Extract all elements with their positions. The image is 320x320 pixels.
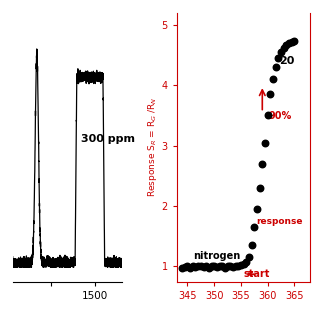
Text: 90%: 90% xyxy=(269,110,292,121)
Point xyxy=(284,42,289,47)
Point xyxy=(257,185,262,190)
Point xyxy=(249,243,254,248)
Point xyxy=(262,140,268,145)
Point xyxy=(268,92,273,97)
Point xyxy=(252,225,257,230)
Point xyxy=(214,265,220,270)
Point xyxy=(233,264,238,269)
Point xyxy=(241,261,246,267)
Point xyxy=(206,265,212,270)
Point xyxy=(244,259,249,264)
Point xyxy=(276,56,281,61)
Point xyxy=(198,264,204,269)
Point xyxy=(220,263,225,268)
Point xyxy=(190,263,196,268)
Point xyxy=(222,265,228,270)
Text: response: response xyxy=(256,217,302,226)
Point xyxy=(228,263,233,268)
Point xyxy=(196,264,201,269)
Point xyxy=(188,265,193,270)
Point xyxy=(281,45,286,50)
Point xyxy=(236,263,241,268)
Point xyxy=(185,264,190,269)
Point xyxy=(217,264,222,269)
Point xyxy=(212,263,217,268)
Text: start: start xyxy=(244,269,270,279)
Point xyxy=(182,265,188,270)
Point xyxy=(273,65,278,70)
Point xyxy=(286,40,292,45)
Text: 300 ppm: 300 ppm xyxy=(81,134,135,144)
Point xyxy=(270,77,276,82)
Y-axis label: Response S$_R$ = R$_G$ /R$_N$: Response S$_R$ = R$_G$ /R$_N$ xyxy=(146,97,159,197)
Text: 20: 20 xyxy=(279,56,295,66)
Point xyxy=(204,263,209,268)
Point xyxy=(260,161,265,166)
Point xyxy=(209,264,214,269)
Point xyxy=(289,39,294,44)
Point xyxy=(180,266,185,271)
Point xyxy=(265,113,270,118)
Point xyxy=(246,255,252,260)
Point xyxy=(193,265,198,270)
Point xyxy=(238,263,244,268)
Point xyxy=(292,39,297,44)
Point xyxy=(225,264,230,269)
Point xyxy=(254,206,260,212)
Point xyxy=(201,265,206,270)
Text: nitrogen: nitrogen xyxy=(193,251,241,261)
Point xyxy=(278,50,284,55)
Point xyxy=(230,265,236,270)
